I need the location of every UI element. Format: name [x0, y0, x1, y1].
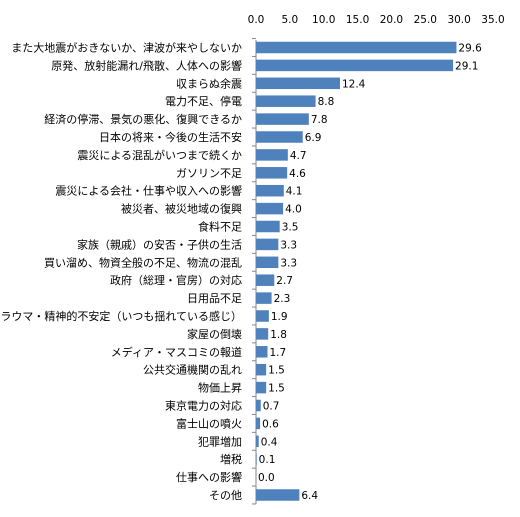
x-tick-label: 20.0 — [380, 14, 403, 26]
category-label: 仕事への影響 — [176, 470, 242, 484]
category-label: 公共交通機関の乱れ — [143, 363, 242, 377]
data-label: 0.7 — [263, 401, 280, 413]
data-label: 2.3 — [274, 293, 291, 305]
data-label: 2.7 — [276, 275, 293, 287]
category-label: その他 — [209, 489, 242, 502]
category-label: トラウマ・精神的不安定（いつも揺れている感じ） — [0, 309, 242, 323]
bar — [256, 435, 259, 448]
data-label: 6.4 — [301, 490, 318, 502]
category-label: 原発、放射能漏れ/飛散、人体への影響 — [51, 58, 242, 72]
bar — [256, 453, 257, 465]
category-label: ガソリン不足 — [176, 167, 242, 180]
category-label: 家屋の倒壊 — [187, 327, 242, 341]
x-tick-label: 30.0 — [447, 14, 470, 26]
bar — [256, 381, 267, 394]
bar — [256, 41, 457, 54]
data-label: 29.6 — [458, 43, 482, 55]
bar — [256, 256, 279, 269]
bar — [256, 346, 268, 358]
category-label: 買い溜め、物資全般の不足、物流の混乱 — [44, 255, 242, 269]
x-tick-label: 10.0 — [312, 14, 335, 26]
bar — [256, 417, 261, 430]
data-label: 1.8 — [270, 329, 287, 341]
data-label: 0.1 — [259, 454, 276, 466]
x-tick-label: 0.0 — [248, 14, 265, 26]
data-label: 7.8 — [311, 114, 328, 126]
x-tick-label: 25.0 — [414, 14, 437, 26]
data-label: 3.3 — [280, 239, 297, 251]
data-label: 0.4 — [261, 436, 278, 448]
category-label: メディア・マスコミの報道 — [111, 345, 242, 359]
data-label: 1.7 — [270, 347, 287, 359]
data-label: 1.5 — [268, 365, 285, 377]
category-label: 家族（親戚）の安否・子供の生活 — [77, 237, 242, 251]
data-label: 4.6 — [289, 168, 306, 180]
data-label: 12.4 — [342, 78, 366, 90]
category-label: 増税 — [220, 452, 242, 466]
data-label: 3.3 — [280, 257, 297, 269]
bar — [256, 202, 284, 215]
category-label: 日本の将来・今後の生活不安 — [99, 130, 242, 144]
bar — [256, 238, 279, 251]
bar — [256, 328, 269, 340]
data-label: 3.5 — [282, 222, 299, 234]
bar — [256, 131, 303, 143]
bar — [256, 489, 300, 501]
category-label: 電力不足、停電 — [165, 94, 242, 108]
data-label: 0.6 — [262, 418, 279, 430]
category-label: 震災による混乱がいつまで続くか — [77, 148, 242, 162]
data-label: 4.1 — [286, 186, 303, 198]
bar — [256, 77, 340, 90]
bar — [256, 292, 272, 304]
category-label: 収まらぬ余震 — [176, 76, 242, 90]
bar — [256, 310, 269, 322]
category-label: 日用品不足 — [187, 292, 242, 305]
data-label: 1.5 — [268, 383, 285, 395]
x-tick-label: 5.0 — [282, 14, 299, 26]
x-tick-label: 35.0 — [481, 14, 504, 26]
bar — [256, 274, 275, 286]
category-label: 経済の停滞、景気の悪化、復興できるか — [44, 112, 242, 126]
bar — [256, 95, 316, 107]
category-label: 東京電力の対応 — [165, 399, 242, 413]
x-tick-label: 15.0 — [346, 14, 369, 26]
bar — [256, 399, 261, 412]
bar — [256, 113, 309, 125]
data-label: 1.9 — [271, 311, 288, 323]
category-label: また大地震がおきないか、津波が来やしないか — [11, 41, 242, 55]
category-label: 富士山の噴火 — [176, 416, 242, 430]
category-label: 物価上昇 — [198, 381, 242, 395]
bar — [256, 59, 454, 72]
category-label: 政府（総理・官房）の対応 — [110, 273, 242, 287]
category-label: 被災者、被災地域の復興 — [121, 203, 242, 216]
category-label: 震災による会社・仕事や収入への影響 — [55, 184, 242, 198]
data-label: 6.9 — [305, 132, 322, 144]
bar — [256, 220, 280, 233]
category-label: 犯罪増加 — [198, 435, 242, 448]
data-label: 4.7 — [290, 150, 307, 162]
bar — [256, 363, 267, 376]
data-label: 4.0 — [285, 204, 302, 216]
data-label: 29.1 — [455, 60, 478, 72]
bar — [256, 184, 284, 197]
category-label: 食料不足 — [198, 220, 242, 234]
data-label: 8.8 — [318, 96, 335, 108]
bar — [256, 167, 288, 179]
data-label: 0.0 — [258, 472, 275, 484]
bar — [256, 149, 288, 161]
